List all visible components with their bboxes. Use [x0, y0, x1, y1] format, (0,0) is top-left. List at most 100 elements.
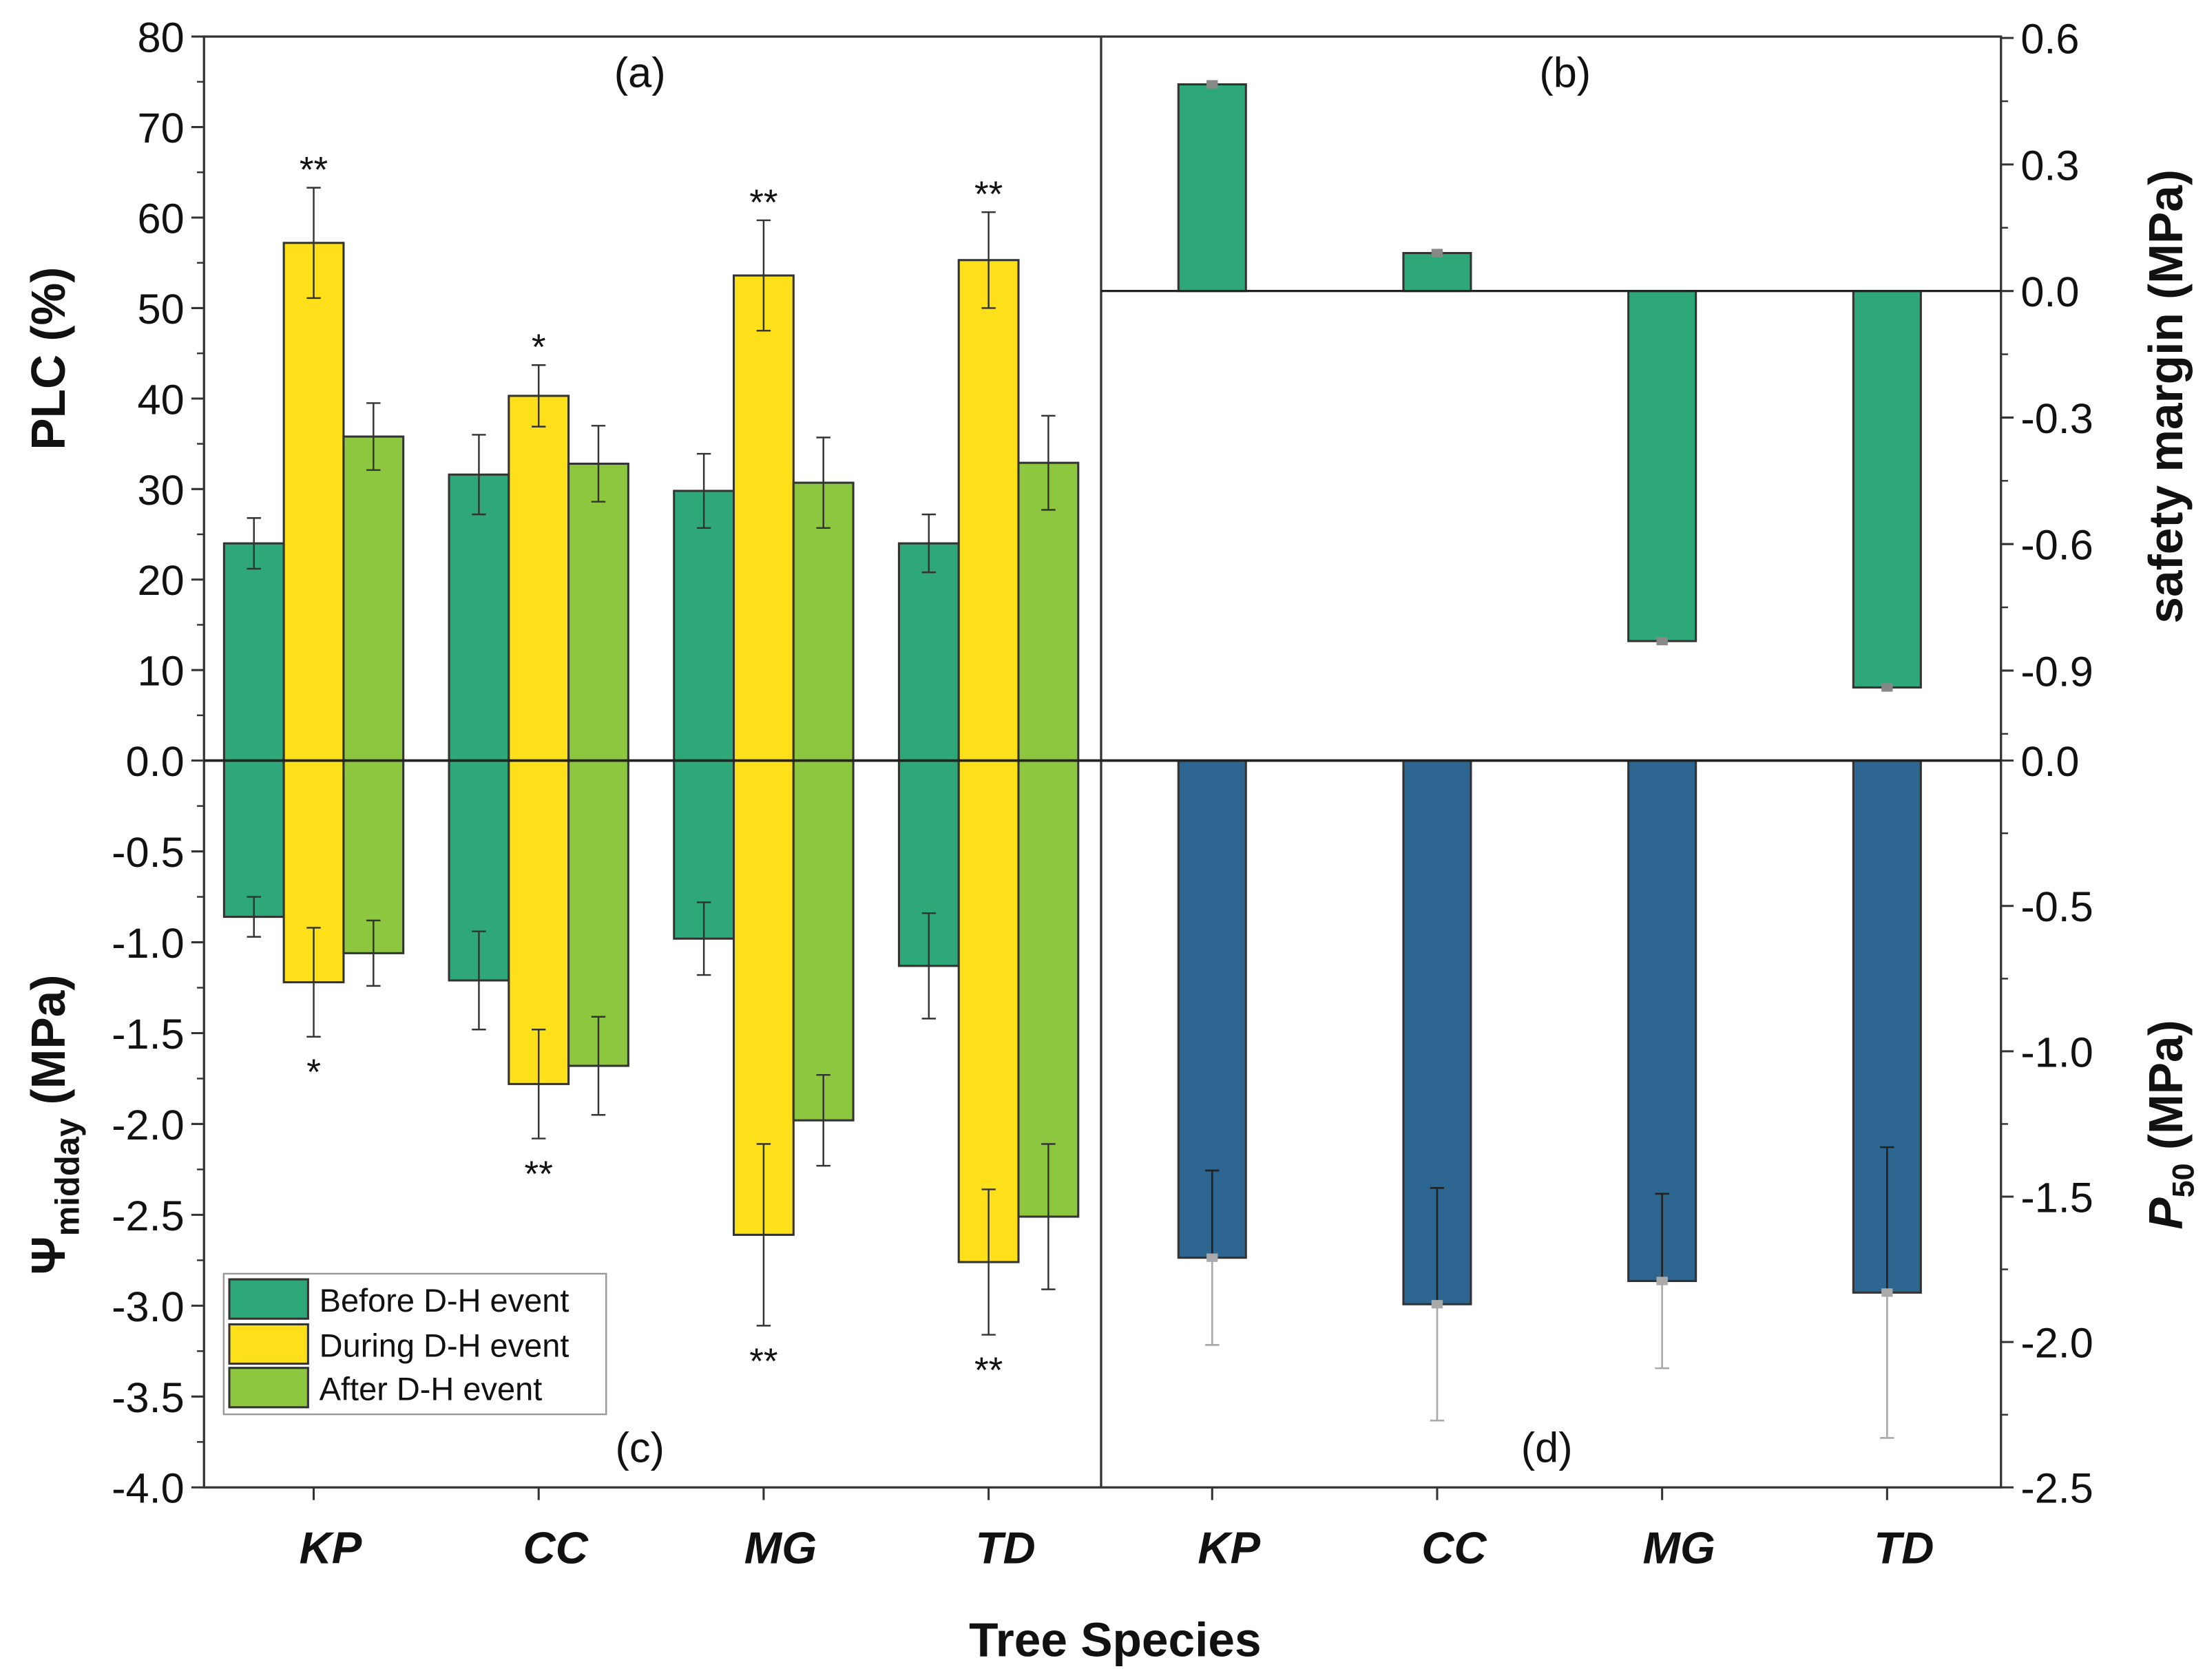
bar-a-MG-1 [732, 274, 795, 762]
y-tick-label: -1.0 [2020, 1029, 2093, 1075]
y-axis-label-plc: PLC (%) [21, 267, 75, 450]
axes: 80 70 60 50 40 30 20 10 0.0 -0.5 -1.0 -1.5 -2.0 -2.5 -… [112, 14, 2093, 1573]
mean-marker [1881, 683, 1893, 692]
y-tick-label: -3.5 [112, 1374, 185, 1421]
chart-marks: ***** ******* ** [222, 80, 1922, 1439]
mean-marker [1656, 636, 1668, 646]
bar-a-CC-0 [448, 473, 510, 762]
bar-a-TD-1 [957, 259, 1020, 762]
bar-a-CC-1 [508, 395, 570, 762]
x-axis-label: Tree Species [969, 1613, 1261, 1666]
legend-swatch-during [228, 1323, 309, 1365]
x-tick-label-MG: MG [744, 1523, 817, 1573]
significance-marker: ** [974, 174, 1003, 215]
y-tick-label: 70 [138, 105, 185, 151]
y-tick-label: -1.5 [2020, 1174, 2093, 1221]
mean-marker [1206, 80, 1218, 89]
psi-subscript: midday [50, 1118, 87, 1237]
panel-label-c: (c) [616, 1425, 665, 1471]
y-tick-label: 10 [138, 648, 185, 695]
y-tick-label: -2.5 [2020, 1465, 2093, 1512]
y-tick-label: 40 [138, 376, 185, 423]
y-tick-label: 20 [138, 557, 185, 604]
significance-marker: ** [974, 1350, 1003, 1391]
legend-label-during: During D-H event [320, 1327, 569, 1363]
significance-marker: ** [749, 1341, 777, 1382]
x-tick-label-CC: CC [523, 1523, 589, 1573]
x-tick-label-KP: KP [1198, 1523, 1260, 1573]
y-axis-label-p50: P50 (MPa) [2139, 1020, 2200, 1229]
panel-label-d: (d) [1521, 1425, 1573, 1471]
legend-label-after: After D-H event [320, 1371, 543, 1407]
bar-a-MG-2 [792, 481, 855, 762]
bar-b-KP [1177, 83, 1247, 293]
psi-unit: (MPa) [21, 975, 75, 1118]
y-tick-label: -3.0 [112, 1283, 185, 1330]
mean-marker [1431, 249, 1443, 258]
y-tick-label: -2.0 [2020, 1320, 2093, 1367]
panel-label-a: (a) [614, 50, 666, 96]
y-tick-label: -0.5 [2020, 883, 2093, 930]
bar-c-CC-2 [567, 759, 629, 1067]
legend-swatch-after [228, 1367, 309, 1409]
y-tick-label: -4.0 [112, 1465, 185, 1512]
legend-swatch-before [228, 1278, 309, 1320]
mean-marker [1431, 1300, 1443, 1309]
x-tick-label-CC: CC [1421, 1523, 1487, 1573]
legend-label-before: Before D-H event [320, 1282, 569, 1319]
p50-unit: (MPa) [2139, 1020, 2193, 1163]
psi-symbol: Ψ [21, 1236, 75, 1274]
bar-b-TD [1852, 290, 1922, 689]
y-tick-label: 0.0 [2020, 269, 2079, 315]
bar-c-MG-2 [792, 759, 855, 1122]
y-tick-label: -0.6 [2020, 522, 2093, 569]
y-tick-label: 0.3 [2020, 142, 2079, 189]
bar-a-MG-0 [673, 490, 735, 762]
x-tick-label-TD: TD [976, 1523, 1036, 1573]
y-tick-label: 0.6 [2020, 16, 2079, 63]
y-tick-label: 50 [138, 286, 185, 333]
y-tick-label: -0.9 [2020, 648, 2093, 695]
bar-a-TD-0 [897, 542, 960, 762]
significance-marker: ** [300, 149, 328, 190]
bar-a-KP-2 [342, 435, 405, 762]
y-tick-label: -2.5 [112, 1193, 185, 1239]
x-tick-label-KP: KP [300, 1523, 362, 1573]
mean-marker [1206, 1253, 1218, 1262]
bar-a-TD-2 [1017, 461, 1080, 762]
x-tick-label-MG: MG [1643, 1523, 1715, 1573]
plot-frame [202, 35, 2003, 1489]
bar-a-KP-1 [282, 242, 345, 762]
significance-marker: * [532, 327, 546, 368]
y-tick-label: -1.0 [112, 920, 185, 967]
y-tick-label: 60 [138, 195, 185, 242]
mean-marker [1881, 1288, 1893, 1297]
y-tick-label: -2.0 [112, 1102, 185, 1148]
bar-a-CC-2 [567, 462, 629, 762]
y-tick-label: -0.5 [112, 829, 185, 876]
y-tick-label: 0.0 [126, 738, 185, 785]
y-tick-label: 80 [138, 14, 185, 61]
significance-marker: ** [749, 182, 777, 223]
x-tick-label-TD: TD [1874, 1523, 1934, 1573]
y-tick-label: -0.3 [2020, 395, 2093, 442]
y-axis-label-safety-margin: safety margin (MPa) [2139, 169, 2193, 624]
significance-marker: ** [525, 1154, 553, 1195]
bar-c-TD-2 [1017, 759, 1080, 1218]
significance-marker: * [306, 1052, 321, 1093]
y-tick-label: 30 [138, 467, 185, 514]
p50-subscript: 50 [2165, 1163, 2200, 1197]
y-axis-label-psi: Ψmidday (MPa) [21, 975, 86, 1275]
mean-marker [1656, 1277, 1668, 1285]
bar-c-KP-0 [222, 759, 285, 918]
bar-c-TD-1 [957, 759, 1020, 1263]
bar-b-MG [1627, 290, 1697, 642]
bar-a-KP-0 [222, 542, 285, 762]
y-tick-label: -1.5 [112, 1011, 185, 1058]
bar-b-CC [1402, 252, 1472, 293]
panel-label-b: (b) [1539, 50, 1591, 96]
legend: Before D-H event During D-H event After … [222, 1272, 607, 1416]
p50-symbol: P [2139, 1197, 2193, 1230]
y-tick-label: 0.0 [2020, 738, 2079, 785]
